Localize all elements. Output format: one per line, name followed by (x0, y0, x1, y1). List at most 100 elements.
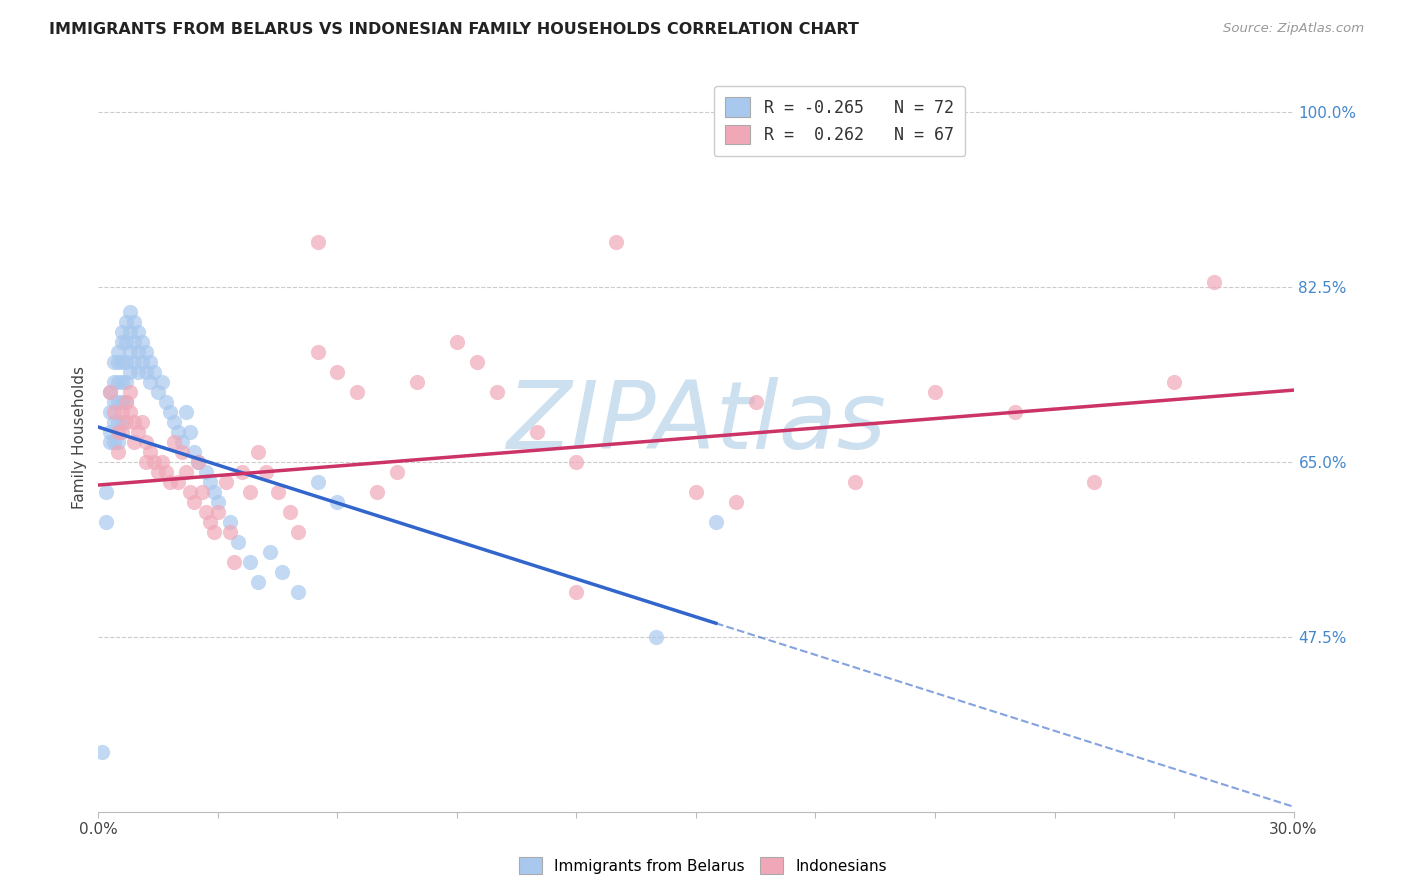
Point (107, 425, 129, 439)
Point (215, 475, 238, 489)
Point (139, 375, 162, 389)
Point (326, 365, 349, 379)
Point (115, 335, 138, 350)
Point (270, 565, 292, 579)
Point (198, 475, 221, 489)
Point (120, 385, 142, 400)
Point (139, 445, 162, 459)
Point (254, 465, 277, 479)
Point (120, 345, 142, 359)
Point (191, 485, 214, 500)
Legend: R = -0.265   N = 72, R =  0.262   N = 67: R = -0.265 N = 72, R = 0.262 N = 67 (714, 86, 965, 156)
Point (207, 505, 229, 519)
Point (111, 425, 134, 439)
Point (239, 555, 262, 569)
Point (135, 435, 157, 450)
Y-axis label: Family Households: Family Households (72, 366, 87, 508)
Point (111, 375, 134, 389)
Point (107, 345, 129, 359)
Point (150, 375, 173, 389)
Point (246, 445, 269, 459)
Point (127, 425, 149, 439)
Point (1163, 375, 1185, 389)
Point (226, 535, 249, 549)
Point (124, 315, 146, 329)
Point (107, 395, 129, 409)
Point (103, 415, 125, 429)
Point (267, 485, 290, 500)
Point (135, 455, 157, 469)
Point (111, 335, 134, 350)
Point (115, 415, 138, 429)
Point (202, 524, 225, 539)
Point (127, 325, 149, 339)
Point (107, 355, 129, 369)
Point (115, 395, 138, 409)
Point (187, 455, 209, 469)
Point (103, 395, 125, 409)
Point (605, 235, 627, 250)
Point (96, 485, 118, 500)
Point (685, 485, 707, 500)
Point (159, 405, 181, 419)
Point (446, 335, 468, 350)
Point (183, 445, 205, 459)
Point (103, 405, 125, 419)
Point (465, 355, 488, 369)
Point (174, 465, 197, 479)
Point (1083, 475, 1105, 489)
Point (107, 415, 129, 429)
Point (111, 405, 134, 419)
Legend: Immigrants from Belarus, Indonesians: Immigrants from Belarus, Indonesians (513, 851, 893, 880)
Point (98, 435, 122, 450)
Point (222, 555, 245, 569)
Point (98, 385, 122, 400)
Point (239, 485, 262, 500)
Point (207, 495, 229, 509)
Point (103, 375, 125, 389)
Point (346, 385, 368, 400)
Point (107, 375, 129, 389)
Point (287, 524, 309, 539)
Point (131, 415, 153, 429)
Point (135, 345, 157, 359)
Point (159, 475, 181, 489)
Point (366, 485, 388, 500)
Point (385, 465, 409, 479)
Point (163, 435, 186, 450)
Point (195, 505, 218, 519)
Point (704, 515, 727, 529)
Point (91, 745, 114, 759)
Point (1202, 275, 1225, 289)
Point (111, 395, 134, 409)
Point (120, 405, 142, 419)
Point (179, 425, 201, 439)
Point (219, 524, 242, 539)
Point (179, 485, 201, 500)
Point (143, 455, 166, 469)
Point (172, 445, 194, 459)
Point (174, 405, 197, 419)
Point (103, 435, 125, 450)
Point (167, 475, 190, 489)
Point (111, 415, 134, 429)
Point (124, 335, 146, 350)
Point (143, 365, 166, 379)
Point (844, 475, 866, 489)
Point (107, 445, 129, 459)
Point (195, 465, 218, 479)
Point (202, 485, 225, 500)
Point (148, 465, 170, 479)
Point (124, 355, 146, 369)
Point (120, 365, 142, 379)
Point (111, 325, 134, 339)
Point (115, 375, 138, 389)
Point (565, 455, 588, 469)
Point (326, 495, 349, 509)
Point (127, 365, 149, 379)
Point (645, 630, 668, 644)
Point (150, 455, 173, 469)
Point (307, 235, 329, 250)
Text: Source: ZipAtlas.com: Source: ZipAtlas.com (1223, 22, 1364, 36)
Point (96, 515, 118, 529)
